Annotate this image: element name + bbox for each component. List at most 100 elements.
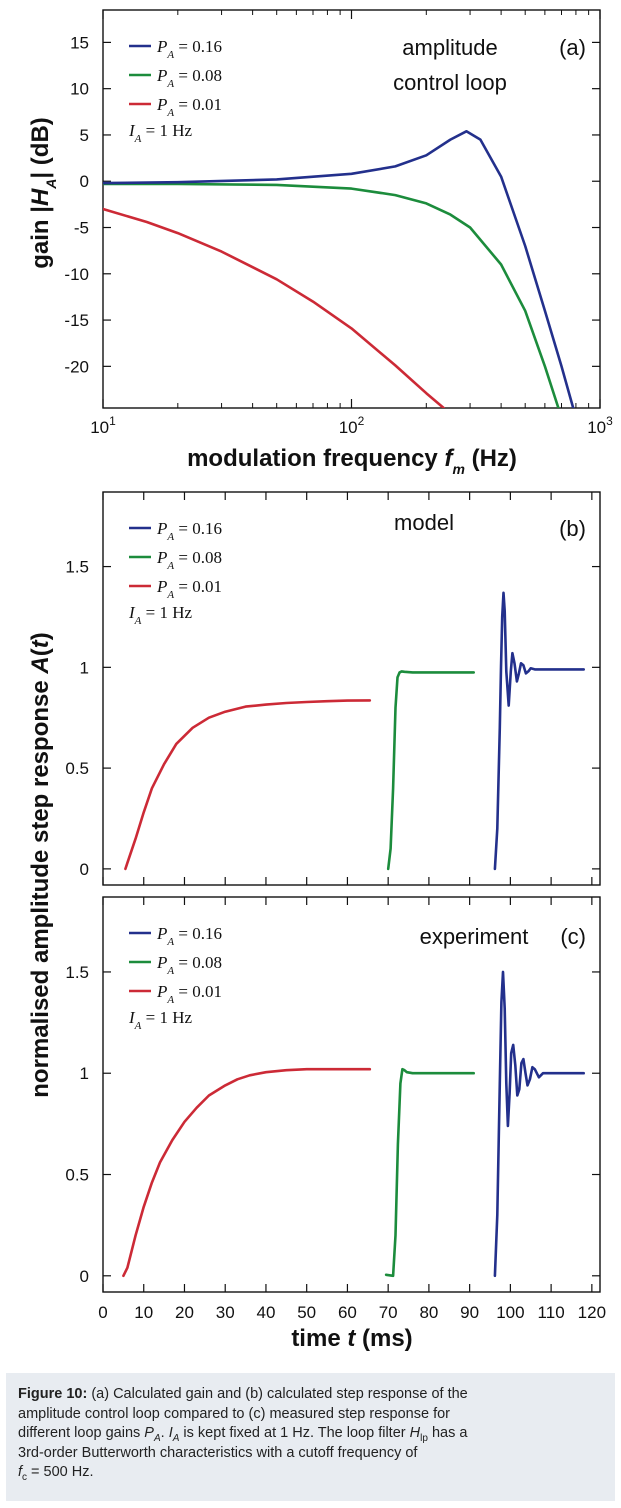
panel-a-xlabel-part-3: (Hz) (465, 445, 517, 472)
panel-c-ytick-label-2: 1 (80, 1064, 89, 1083)
panel-a-ytick-label-0: 15 (70, 33, 89, 52)
panel-a-ytick-label-6: -15 (64, 311, 89, 330)
panel-c-xtick-label-2: 20 (175, 1303, 194, 1322)
caption-line2: amplitude control loop compared to (c) m… (18, 1405, 450, 1422)
panel-c-legend-label-1: PA = 0.08 (156, 953, 222, 977)
panel-c-legend-label-1-part-0: P (156, 953, 167, 972)
panel-a-annotation-0: amplitude (402, 35, 497, 60)
panel-c-legend-label-1-part-1: A (166, 965, 174, 977)
panel-c-legend-note-part-1: A (134, 1020, 142, 1032)
panel-a-xtick-exp-2: 3 (606, 414, 613, 428)
shared-ylabel-part-0: normalised amplitude step response (27, 674, 54, 1098)
panel-a-xtick-exp-1: 2 (358, 414, 365, 428)
panel-c-series-line-1 (384, 1067, 475, 1278)
panel-c-legend-label-2-part-2: = 0.01 (174, 982, 222, 1001)
panel-b-tag: (b) (559, 516, 586, 541)
shared-ylabel-part-4: ) (27, 632, 54, 640)
panel-c-xtick-label-9: 90 (460, 1303, 479, 1322)
panel-b-frame (102, 491, 601, 886)
shared-ylabel-part-1: A (27, 656, 54, 674)
panel-b-legend-label-1-part-1: A (166, 560, 174, 572)
panel-a-ytick-label-4: -5 (74, 219, 89, 238)
panel-c-legend-label-0-part-1: A (166, 936, 174, 948)
panel-c-ytick-label-3: 1.5 (65, 963, 89, 982)
panel-b-legend-label-2-part-2: = 0.01 (174, 577, 222, 596)
panel-c-xtick-label-5: 50 (297, 1303, 316, 1322)
figure-caption: Figure 10: (a) Calculated gain and (b) c… (6, 1373, 615, 1501)
panel-a-series-line-1 (103, 182, 560, 408)
panel-a-series-line-2 (103, 130, 575, 408)
panel-a-legend-label-2-part-2: = 0.01 (174, 95, 222, 114)
panel-b-series-line-2 (493, 591, 585, 871)
panel-a-ylabel-part-1: H (27, 188, 54, 206)
panel-a-xlabel-part-2: m (452, 461, 464, 477)
panel-c-legend-label-2: PA = 0.01 (156, 982, 222, 1006)
panel-b-ytick-label-3: 1.5 (65, 558, 89, 577)
panel-a-legend-label-2: PA = 0.01 (156, 95, 222, 119)
panel-b-ytick-label-1: 0.5 (65, 759, 89, 778)
panel-b-ytick-label-0: 0 (80, 860, 89, 879)
panel-c-annotation-0: experiment (420, 924, 529, 949)
panel-c-series-line-0 (122, 1067, 372, 1278)
caption-line3d: has a (427, 1425, 468, 1441)
panel-c-xtick-label-3: 30 (216, 1303, 235, 1322)
shared-ylabel: normalised amplitude step response A(t) (27, 632, 54, 1097)
panel-a-annotation-1: control loop (393, 70, 507, 95)
panel-b-legend-note-part-0: I (128, 603, 136, 622)
panel-a-legend-label-1-part-1: A (166, 78, 174, 90)
panel-c-xlabel-part-2: (ms) (355, 1325, 412, 1352)
panel-c-xtick-label-12: 120 (578, 1303, 606, 1322)
caption-pa: P (144, 1425, 154, 1441)
panel-c-legend-label-0-part-0: P (156, 924, 167, 943)
panel-b-legend-label-0-part-1: A (166, 531, 174, 543)
panel-a-ytick-label-5: -10 (64, 265, 89, 284)
panel-a-tag: (a) (559, 35, 586, 60)
panel-c-ytick-label-1: 0.5 (65, 1166, 89, 1185)
panel-a-ytick-label-7: -20 (64, 357, 89, 376)
panel-c-legend-label-1-part-2: = 0.08 (174, 953, 222, 972)
panel-b-ytick-label-2: 1 (80, 658, 89, 677)
caption-fc-sub: c (22, 1471, 28, 1483)
caption-label: Figure 10: (18, 1386, 88, 1402)
panel-a-xtick-base-1: 10 (339, 418, 358, 437)
panel-a-legend-note-part-1: A (134, 133, 142, 145)
panel-a-legend-label-0-part-2: = 0.16 (174, 37, 222, 56)
caption-h: H (409, 1425, 421, 1441)
panel-a-legend-label-0-part-1: A (166, 49, 174, 61)
panel-a-legend-label-1: PA = 0.08 (156, 66, 222, 90)
panel-c-legend-note-part-0: I (128, 1008, 136, 1027)
panel-b-legend-label-2: PA = 0.01 (156, 577, 222, 601)
panel-a-legend-note-part-0: I (128, 121, 136, 140)
panel-a-xtick-base-2: 10 (587, 418, 606, 437)
shared-ylabel-part-2: ( (27, 648, 54, 656)
panel-c-xtick-label-6: 60 (338, 1303, 357, 1322)
panel-c-xlabel-part-0: time (291, 1325, 347, 1352)
panel-a-legend-label-2-part-0: P (156, 95, 167, 114)
panel-a-ytick-label-3: 0 (80, 172, 89, 191)
panel-c-xlabel-part-1: t (347, 1325, 356, 1352)
panel-c-legend-label-0: PA = 0.16 (156, 924, 222, 948)
caption-line3b: . (160, 1425, 169, 1441)
panel-a-legend-label-1-part-2: = 0.08 (174, 66, 222, 85)
panel-c-legend-label-0-part-2: = 0.16 (174, 924, 222, 943)
caption-line5: = 500 Hz. (27, 1464, 94, 1480)
panel-c-xtick-label-0: 0 (98, 1303, 107, 1322)
panel-a-legend-note: IA = 1 Hz (128, 121, 193, 145)
panel-a-ytick-label-2: 5 (80, 126, 89, 145)
panel-b-legend-note: IA = 1 Hz (128, 603, 193, 627)
panel-c-series-line-2 (493, 970, 585, 1278)
caption-fc: f (18, 1464, 23, 1480)
panel-a-xlabel: modulation frequency fm (Hz) (187, 445, 517, 477)
panel-c-legend-label-2-part-1: A (166, 994, 174, 1006)
panel-a-ylabel-part-3: | (dB) (27, 117, 54, 178)
panel-a-ylabel-part-2: A (43, 179, 59, 190)
panel-b-legend-label-1: PA = 0.08 (156, 548, 222, 572)
panel-a-xtick-label-1: 102 (339, 414, 365, 437)
panel-c-xtick-label-4: 40 (256, 1303, 275, 1322)
panel-a-xlabel-part-0: modulation frequency (187, 445, 444, 472)
shared-ylabel-part-3: t (27, 639, 54, 648)
panel-b-legend-label-0-part-0: P (156, 519, 167, 538)
